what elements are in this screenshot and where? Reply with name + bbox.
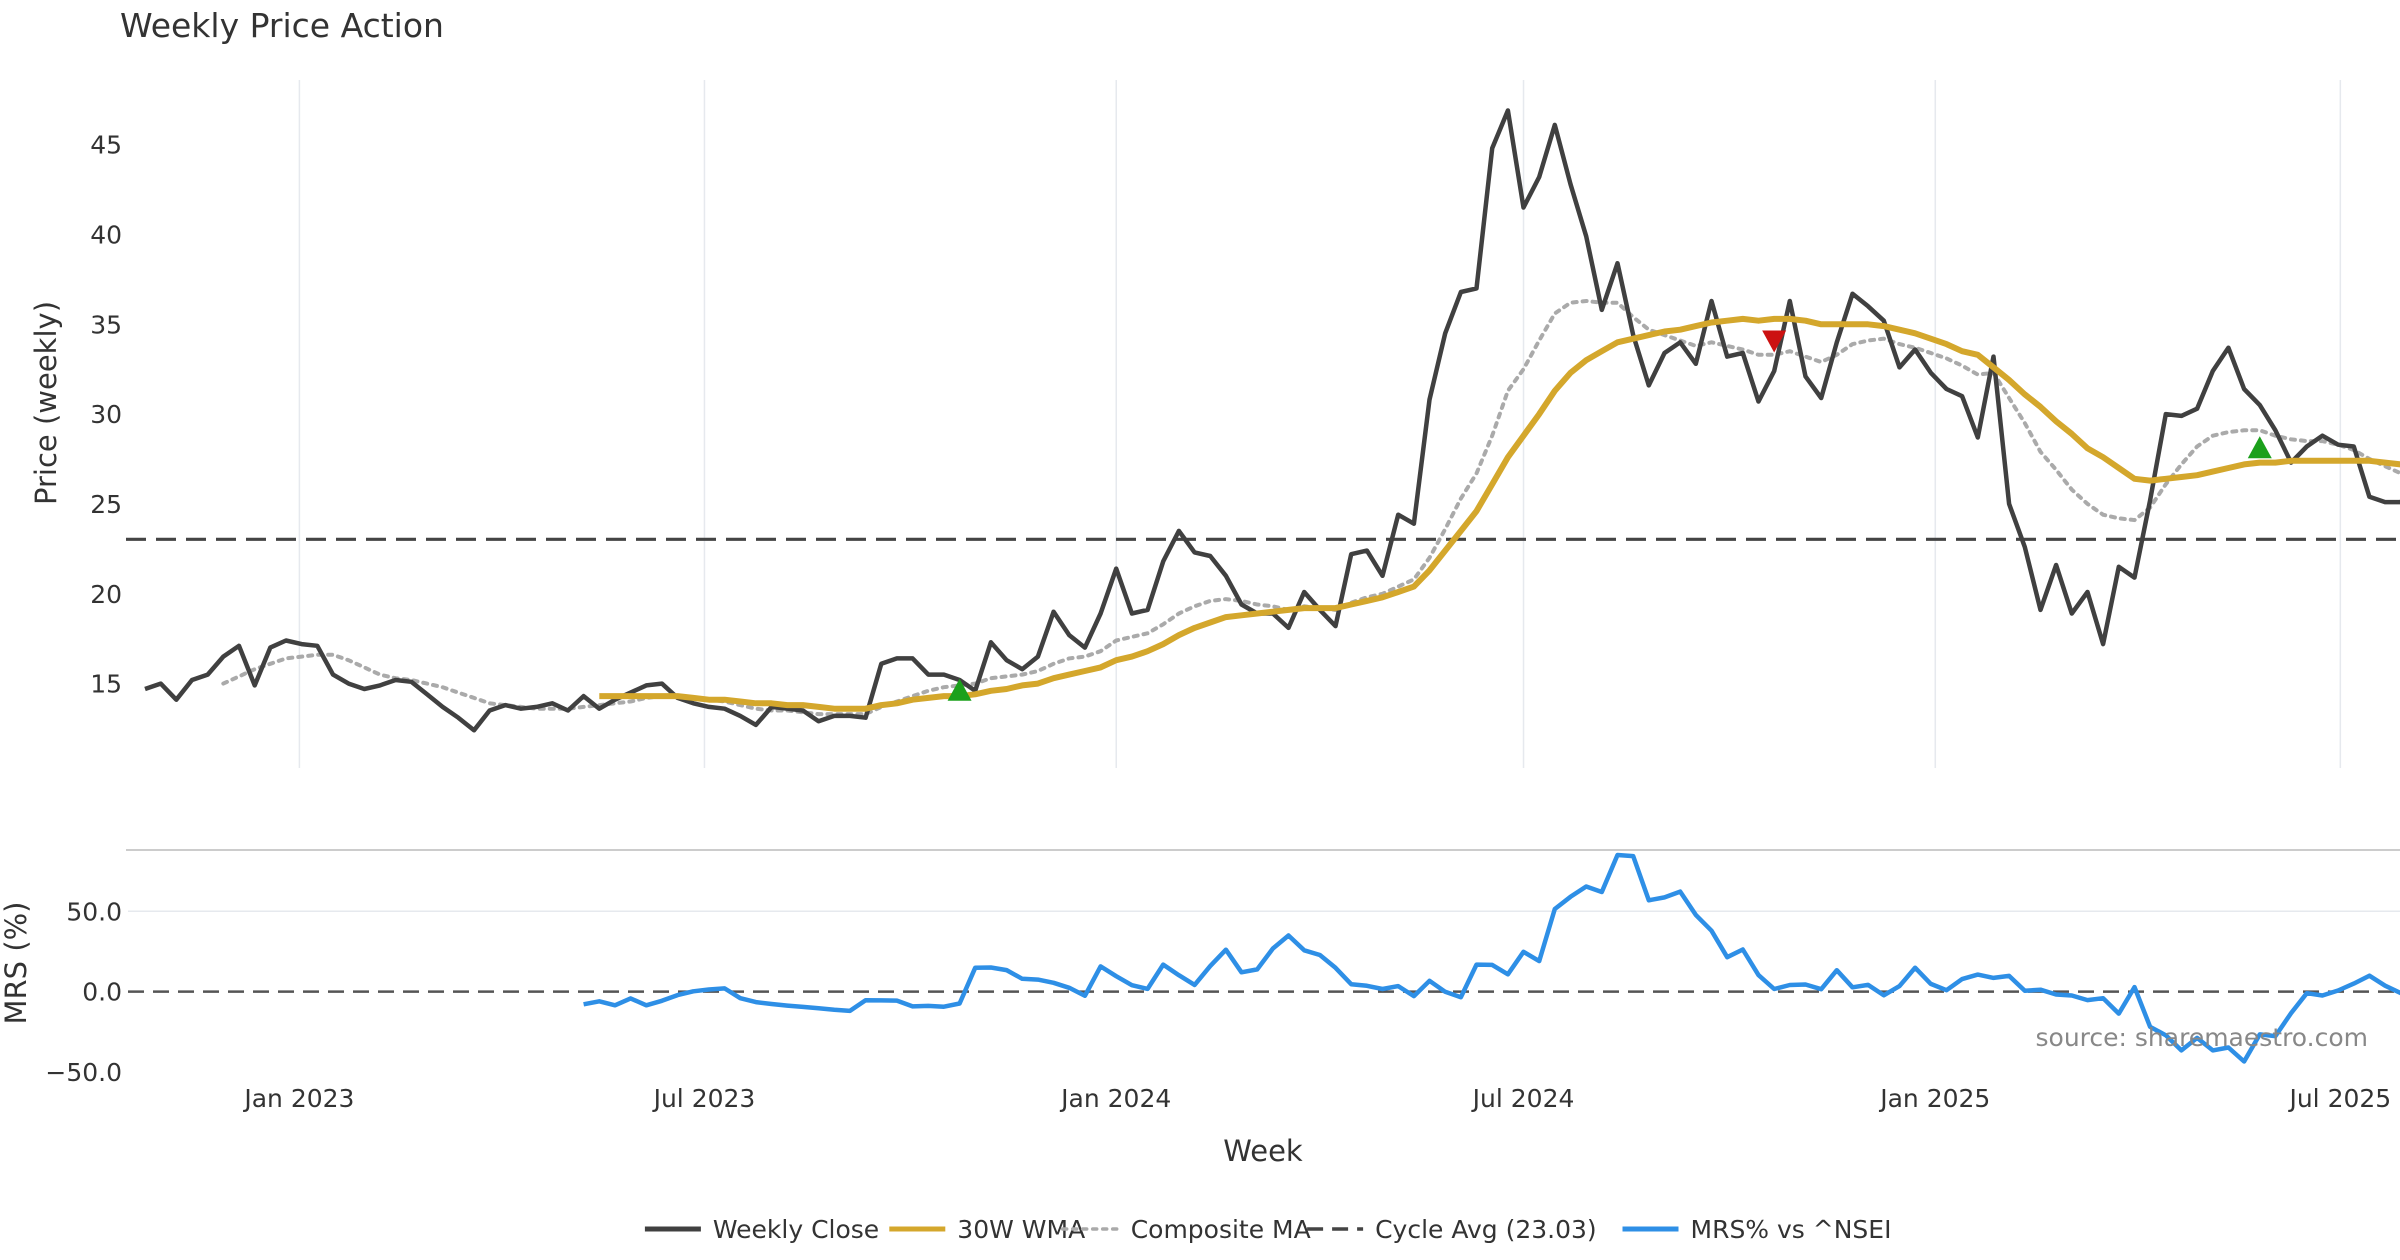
legend: Weekly Close 30W WMA Composite MA Cycle Avg… [644, 1215, 1892, 1244]
legend-label: MRS% vs ^NSEI [1691, 1215, 1892, 1244]
signal-markers [947, 330, 2272, 701]
legend-label: Composite MA [1131, 1215, 1311, 1244]
composite-ma-line [221, 298, 2400, 717]
x-axis-label: Week [1223, 1134, 1303, 1168]
price-y-tick-label: 25 [90, 490, 122, 519]
mrs-y-tick-label: −50.0 [45, 1058, 122, 1087]
mrs-y-tick-label: 0.0 [82, 978, 122, 1007]
price-y-tick-label: 20 [90, 580, 122, 609]
chart-title: Weekly Price Action [120, 6, 444, 45]
buy-signal-marker [947, 678, 972, 701]
weekly-close-line [144, 108, 2400, 733]
price-panel-grid [298, 80, 2342, 768]
mrs-panel-plot [583, 852, 2400, 1064]
legend-label: Cycle Avg (23.03) [1375, 1215, 1597, 1244]
mrs-panel-grid [128, 910, 2400, 993]
mrs-line [583, 852, 2400, 1064]
legend-item: Weekly Close [644, 1215, 879, 1244]
legend-item: Composite MA [1060, 1215, 1311, 1244]
buy-signal-marker [2247, 436, 2272, 459]
legend-item: Cycle Avg (23.03) [1307, 1215, 1597, 1244]
wma-30w-line [599, 315, 2400, 712]
price-y-tick-label: 40 [90, 220, 122, 249]
price-y-tick-labels: 15 20 25 30 35 40 45 [90, 131, 122, 699]
x-tick-label: Jul 2023 [652, 1084, 756, 1113]
price-y-tick-label: 35 [90, 310, 122, 339]
mrs-y-axis-label: MRS (%) [0, 902, 33, 1025]
legend-item: MRS% vs ^NSEI [1622, 1215, 1892, 1244]
price-y-tick-label: 30 [90, 400, 122, 429]
sell-signal-marker [1762, 330, 1787, 353]
x-tick-label: Jul 2025 [2287, 1084, 2391, 1113]
x-tick-label: Jan 2024 [1059, 1084, 1171, 1113]
price-y-tick-label: 15 [90, 670, 122, 699]
price-y-tick-label: 45 [90, 131, 122, 160]
mrs-y-tick-labels: 50.0 0.0 −50.0 [45, 897, 122, 1087]
price-y-axis-label: Price (weekly) [29, 301, 63, 505]
x-tick-label: Jan 2023 [242, 1084, 354, 1113]
legend-item: 30W WMA [889, 1215, 1085, 1244]
x-tick-label: Jul 2024 [1471, 1084, 1575, 1113]
mrs-y-tick-label: 50.0 [66, 897, 122, 926]
source-watermark: source: sharemaestro.com [2036, 1023, 2369, 1052]
price-panel-plot [126, 108, 2400, 733]
legend-label: Weekly Close [713, 1215, 879, 1244]
x-tick-label: Jan 2025 [1878, 1084, 1990, 1113]
x-tick-labels: Jan 2023 Jul 2023 Jan 2024 Jul 2024 Jan 2025… [242, 1084, 2391, 1113]
